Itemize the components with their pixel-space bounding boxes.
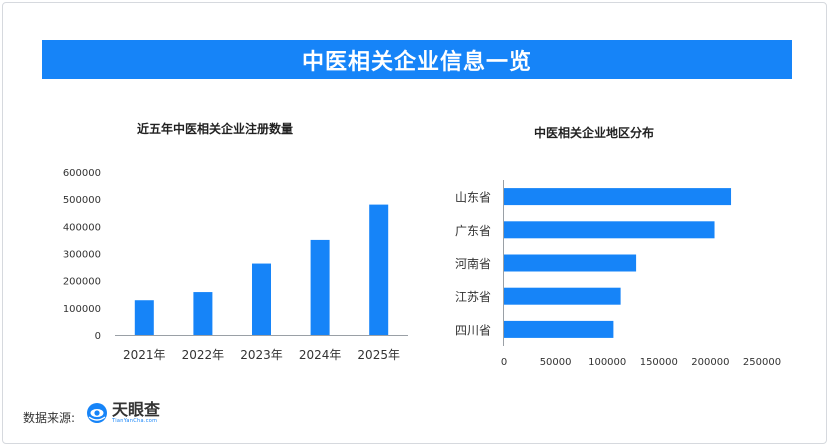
- bar: [310, 239, 330, 335]
- hbar-chart-title: 中医相关企业地区分布: [534, 126, 655, 140]
- x-tick-label: 0: [501, 357, 507, 368]
- x-tick-label: 200000: [691, 357, 729, 368]
- page-title: 中医相关企业信息一览: [301, 49, 532, 75]
- x-tick-label: 2021年: [123, 348, 166, 362]
- source-logo-name: 天眼查: [112, 400, 161, 419]
- y-tick-label: 300000: [63, 250, 101, 261]
- bar: [504, 221, 715, 239]
- y-tick-label: 广东省: [455, 224, 491, 238]
- x-tick-label: 2025年: [357, 348, 400, 362]
- bar: [252, 263, 271, 335]
- x-tick-label: 2024年: [299, 348, 342, 362]
- registration-bar-chart: 0 100000 200000 300000 400000 500000 600000 202…: [63, 168, 408, 362]
- x-tick-label: 100000: [588, 357, 626, 368]
- x-tick-label: 2022年: [182, 348, 225, 362]
- y-tick-label: 200000: [63, 277, 101, 288]
- bar-chart-title: 近五年中医相关企业注册数量: [137, 122, 294, 136]
- x-tick-label: 150000: [640, 357, 678, 368]
- bar: [504, 254, 637, 272]
- x-tick-label: 50000: [540, 357, 572, 368]
- x-tick-label: 2023年: [240, 348, 283, 362]
- bar: [504, 320, 614, 338]
- x-tick-label: 250000: [743, 357, 781, 368]
- tianyancha-logo-icon: [87, 403, 107, 423]
- source-logo-subtitle: TianYanCha.com: [112, 418, 158, 424]
- bar: [504, 287, 621, 305]
- y-tick-label: 山东省: [455, 191, 491, 205]
- source-logo: 天眼查 TianYanCha.com: [86, 402, 160, 424]
- data-source-label: 数据来源:: [23, 411, 76, 425]
- y-tick-label: 500000: [63, 195, 101, 206]
- y-tick-label: 江苏省: [455, 290, 491, 304]
- y-tick-label: 600000: [63, 168, 101, 179]
- title-banner: 中医相关企业信息一览: [42, 40, 792, 79]
- bar: [193, 292, 213, 335]
- bar: [504, 188, 732, 206]
- y-tick-label: 100000: [63, 304, 101, 315]
- y-tick-label: 0: [95, 331, 101, 342]
- y-tick-label: 400000: [63, 222, 101, 233]
- y-tick-label: 四川省: [455, 323, 491, 337]
- bar: [134, 300, 154, 335]
- bar: [369, 204, 389, 335]
- infographic-frame: [2, 2, 827, 444]
- y-tick-label: 河南省: [455, 256, 491, 271]
